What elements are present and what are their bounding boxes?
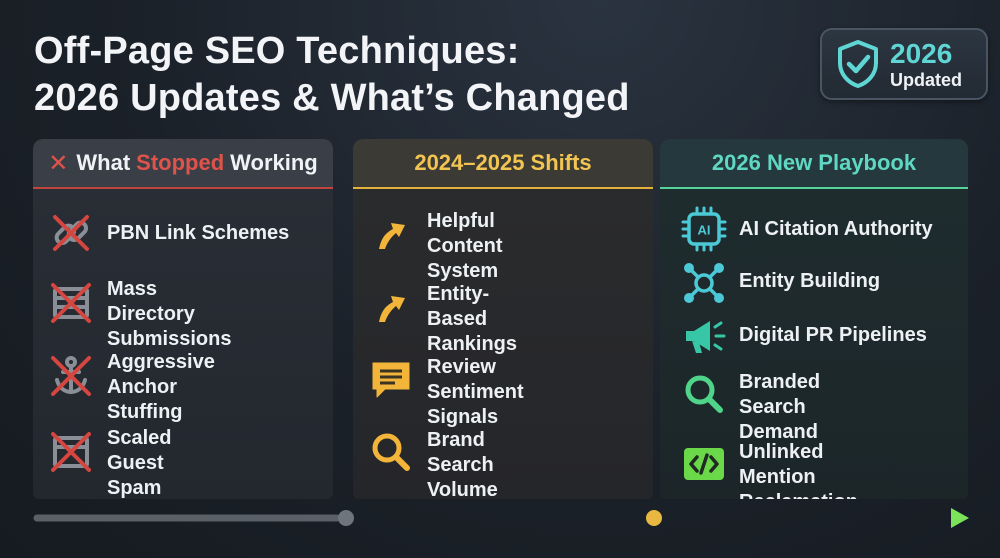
column-header-stopped: ✕ What Stopped Working [33, 139, 333, 189]
x-icon: ✕ [48, 149, 69, 177]
arrow-up-right-icon [379, 223, 405, 249]
crossed-anchor-icon [51, 356, 91, 396]
item-label: Entity Building [739, 270, 881, 292]
code-icon [684, 448, 724, 480]
timeline-node-2 [646, 510, 662, 526]
crossed-document-icon [51, 432, 91, 472]
column-new-playbook: 2026 New Playbook AI AI Citation Authori… [660, 139, 968, 499]
column-stopped-working: ✕ What Stopped Working PBN Link Schemes … [33, 139, 333, 499]
title-line-1: Off-Page SEO Techniques: [34, 30, 520, 72]
item-label: Helpful Content System [427, 210, 503, 282]
header-text-highlight: Stopped [136, 150, 225, 175]
search-icon [372, 433, 410, 471]
item-label: AI Citation Authority [739, 218, 933, 240]
item-label: PBN Link Schemes [107, 222, 290, 244]
ai-chip-icon: AI [681, 206, 727, 252]
megaphone-icon [686, 321, 726, 353]
item-label: Mass Directory Submissions [107, 278, 232, 350]
item-label: Scaled Guest Spam — [107, 427, 172, 499]
item-label: Review Sentiment Signals [427, 356, 524, 428]
chat-bubble-icon [372, 362, 410, 398]
crossed-directory-icon [51, 283, 91, 323]
item-label: Branded Search Demand [739, 371, 821, 443]
crossed-chain-link-icon [53, 215, 89, 251]
timeline-arrow-icon [951, 508, 969, 528]
title-line-2: 2026 Updates & What’s Changed [34, 77, 630, 119]
svg-text:AI: AI [698, 223, 711, 238]
page-title: Off-Page SEO Techniques: 2026 Updates & … [34, 28, 630, 122]
column-header-playbook: 2026 New Playbook [660, 139, 968, 189]
item-label: Aggressive Anchor Stuffing [107, 351, 215, 423]
item-label: Brand Search Volume — [427, 429, 498, 499]
column-shifts: 2024–2025 Shifts Helpful Content System … [353, 139, 653, 499]
shield-check-icon [838, 40, 878, 88]
search-icon [685, 375, 723, 413]
timeline-bar [33, 508, 969, 528]
item-label: Digital PR Pipelines [739, 324, 927, 346]
header-text-suffix: Working [230, 150, 318, 175]
badge-year: 2026 [890, 37, 953, 69]
network-nodes-icon [684, 263, 724, 303]
item-label: Entity-Based Rankings [427, 283, 518, 355]
item-label: Unlinked Mention Reclamation — [739, 441, 858, 499]
timeline-node-1 [338, 510, 354, 526]
updated-badge: 2026 Updated [820, 28, 988, 100]
arrow-up-right-icon [379, 296, 405, 322]
header-text-prefix: What [76, 150, 131, 175]
column-header-shifts: 2024–2025 Shifts [353, 139, 653, 189]
badge-label: Updated [890, 69, 962, 90]
